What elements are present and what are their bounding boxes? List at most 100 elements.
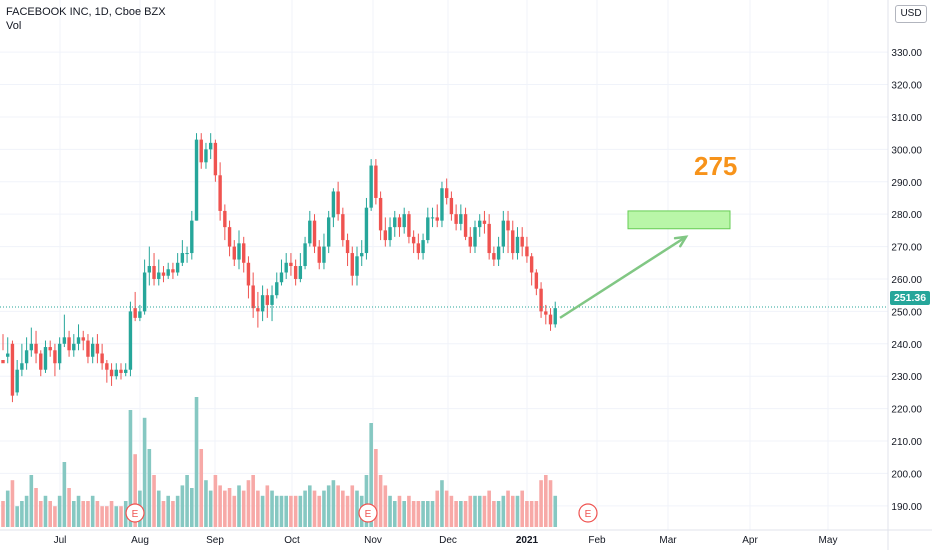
- candle: [227, 220, 232, 257]
- target-zone[interactable]: [627, 210, 731, 230]
- candle: [369, 159, 373, 211]
- earnings-marker: E: [578, 503, 598, 523]
- candle: [86, 334, 90, 364]
- candle: [478, 214, 482, 237]
- candle-body: [548, 314, 553, 325]
- candle: [213, 139, 218, 182]
- chart-title: FACEBOOK INC, 1D, Cboe BZX: [6, 6, 166, 18]
- candle-body: [411, 236, 416, 244]
- target-label: 275: [694, 151, 738, 181]
- candle: [492, 246, 496, 267]
- time-tick-label: Aug: [131, 535, 149, 546]
- candle: [411, 230, 416, 254]
- volume-bar: [72, 501, 76, 527]
- volume-bar: [336, 485, 340, 527]
- candle: [119, 363, 123, 380]
- volume-bar: [482, 495, 487, 527]
- candle-body: [138, 311, 142, 318]
- candle-body: [142, 272, 147, 312]
- volume-bar: [166, 495, 170, 527]
- candle-body: [322, 246, 326, 263]
- candle: [24, 337, 29, 370]
- volume-bar: [208, 490, 213, 527]
- candle-body: [534, 272, 539, 289]
- candle: [20, 343, 24, 377]
- candle: [256, 291, 260, 328]
- volume-bar: [270, 490, 274, 527]
- earnings-label: E: [365, 509, 372, 520]
- candle: [223, 204, 227, 241]
- candle: [57, 337, 62, 370]
- chart-grid: [0, 0, 888, 530]
- candle-body: [213, 142, 218, 176]
- volume-bar: [449, 495, 454, 527]
- volume-bar: [260, 495, 265, 527]
- candle: [553, 301, 557, 328]
- candle-body: [62, 337, 67, 344]
- candle-body: [260, 295, 265, 312]
- volume-bar: [152, 475, 156, 527]
- candle: [463, 207, 468, 241]
- volume-bar: [350, 485, 355, 527]
- candle-body: [218, 175, 222, 211]
- candle-body: [15, 369, 19, 393]
- volume-bar: [293, 495, 298, 527]
- candle-body: [520, 236, 524, 247]
- volume-bar: [5, 490, 10, 527]
- target-zone-rect: [627, 210, 731, 230]
- candle-body: [147, 266, 152, 273]
- candle: [199, 133, 203, 169]
- time-axis[interactable]: Jul Aug Sep Oct Nov Dec 2021 Feb Mar Apr May: [0, 529, 932, 546]
- earnings-marker: E: [358, 503, 378, 523]
- volume-bar: [10, 480, 15, 527]
- candle-body: [303, 243, 307, 267]
- price-axis[interactable]: 190.00 200.00 210.00 220.00 230.00 240.00 250.…: [887, 0, 922, 550]
- candle: [444, 178, 449, 205]
- candle-body: [426, 217, 430, 241]
- projection-arrow[interactable]: [559, 235, 689, 319]
- volume-bar: [454, 501, 458, 527]
- volume-bar: [274, 495, 279, 527]
- candle: [171, 262, 175, 279]
- candle-body: [171, 269, 175, 273]
- volume-label: Vol: [6, 20, 22, 32]
- candle-body: [331, 191, 336, 218]
- earnings-marker: E: [125, 503, 145, 523]
- candle-body: [421, 240, 425, 254]
- currency-button[interactable]: USD: [895, 5, 927, 23]
- volume-bar: [48, 501, 52, 527]
- candle-body: [265, 295, 270, 305]
- candle: [506, 210, 510, 254]
- price-tick-label: 290.00: [891, 178, 922, 189]
- candle-body: [223, 210, 227, 228]
- arrow-head: [673, 235, 689, 248]
- candle: [185, 246, 189, 263]
- volume-bar: [477, 495, 482, 527]
- candle-body: [496, 246, 501, 260]
- volume-bar: [20, 501, 24, 527]
- candle: [534, 269, 539, 296]
- volume-bar: [308, 485, 312, 527]
- candle-body: [492, 253, 496, 260]
- candle: [482, 210, 487, 234]
- volume-bar: [76, 495, 81, 527]
- time-tick-label: May: [819, 535, 838, 546]
- volume-bar: [171, 501, 175, 527]
- price-tick-label: 190.00: [891, 502, 922, 513]
- candle-body: [383, 230, 388, 241]
- candle-body: [43, 347, 48, 370]
- candle-body: [72, 343, 76, 351]
- candle: [449, 191, 454, 221]
- candle-body: [407, 214, 411, 237]
- volume-bar: [515, 495, 520, 527]
- volume-bar: [322, 490, 326, 527]
- candle: [246, 256, 251, 299]
- candle-body: [109, 369, 114, 377]
- earnings-circle: [125, 503, 145, 523]
- volume-bar: [100, 506, 104, 527]
- candle: [284, 253, 288, 279]
- volume-bar: [421, 501, 425, 527]
- volume-bar: [383, 485, 388, 527]
